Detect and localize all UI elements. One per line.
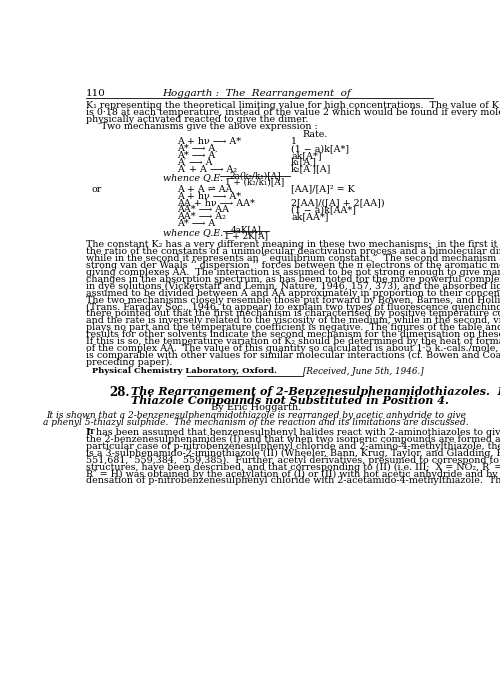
Text: 28.: 28. bbox=[109, 386, 130, 399]
Text: strong van der Waals ‘‘ dispersion ’’ forces between the π electrons of the arom: strong van der Waals ‘‘ dispersion ’’ fo… bbox=[86, 261, 500, 270]
Text: whence Q.E. =: whence Q.E. = bbox=[163, 227, 238, 237]
Text: structures, have been described, and that corresponding to (II) (i.e. III;  X = : structures, have been described, and tha… bbox=[86, 462, 500, 472]
Text: I: I bbox=[86, 428, 90, 437]
Text: A* ⟶ A′: A* ⟶ A′ bbox=[177, 151, 218, 160]
Text: Two mechanisms give the above expression :: Two mechanisms give the above expression… bbox=[86, 122, 318, 131]
Text: 1 + 2K[A]: 1 + 2K[A] bbox=[224, 232, 268, 240]
Text: results for other solvents indicate the second mechanism for the dimerisation on: results for other solvents indicate the … bbox=[86, 330, 500, 340]
Text: changes in the absorption spectrum, as has been noted for the more powerful comp: changes in the absorption spectrum, as h… bbox=[86, 275, 500, 284]
Text: AA* ⟶ AA: AA* ⟶ AA bbox=[177, 206, 229, 215]
Text: (Trans. Faraday Soc., 1946, to appear) to explain two types of fluorescence quen: (Trans. Faraday Soc., 1946, to appear) t… bbox=[86, 302, 500, 312]
Text: preceding paper).: preceding paper). bbox=[86, 358, 172, 367]
Text: is comparable with other values for similar molecular interactions (cf. Bowen an: is comparable with other values for simi… bbox=[86, 351, 500, 360]
Text: there pointed out that the first mechanism is characterised by positive temperat: there pointed out that the first mechani… bbox=[86, 310, 500, 318]
Text: ak[A*]: ak[A*] bbox=[291, 151, 322, 160]
Text: 2[AA]/([A] + 2[AA]): 2[AA]/([A] + 2[AA]) bbox=[291, 198, 385, 208]
Text: Physical Chemistry Laboratory, Oxford.: Physical Chemistry Laboratory, Oxford. bbox=[92, 367, 277, 375]
Text: (1 − a)k[AA*]: (1 − a)k[AA*] bbox=[291, 206, 356, 215]
Text: Rate.: Rate. bbox=[303, 130, 328, 139]
Text: A* ⟶ A: A* ⟶ A bbox=[177, 219, 216, 228]
Text: 1 + (k₂/k₁)[A]: 1 + (k₂/k₁)[A] bbox=[225, 177, 284, 186]
Text: A* ⟶ A: A* ⟶ A bbox=[177, 144, 216, 153]
Text: the ratio of the constants of a unimolecular deactivation process and a bimolecu: the ratio of the constants of a unimolec… bbox=[86, 247, 500, 256]
Text: of the complex AA.  The value of this quantity so calculated is about 1·5 k.-cal: of the complex AA. The value of this qua… bbox=[86, 344, 500, 353]
Text: Hoggarth :  The  Rearrangement  of: Hoggarth : The Rearrangement of bbox=[162, 89, 350, 98]
Text: particular case of p-nitrobenzenesulphenyl chloride and 2-amino-4-methylthiazole: particular case of p-nitrobenzenesulphen… bbox=[86, 442, 500, 451]
Text: 110: 110 bbox=[86, 89, 106, 98]
Text: giving complexes AA.  The interaction is assumed to be not strong enough to give: giving complexes AA. The interaction is … bbox=[86, 268, 500, 277]
Text: If this is so, the temperature variation of K₂ should be determined by the heat : If this is so, the temperature variation… bbox=[86, 337, 500, 346]
Text: whence Q.E. =: whence Q.E. = bbox=[163, 173, 238, 182]
Text: 4aK[A]: 4aK[A] bbox=[230, 225, 262, 234]
Text: K₁ representing the theoretical limiting value for high concentrations.  The val: K₁ representing the theoretical limiting… bbox=[86, 101, 500, 111]
Text: T: T bbox=[89, 428, 94, 436]
Text: is a 3-sulphenamido-2-iminothiazole (II) (Wheeler, Bann, Krug, Taylor, and Gladd: is a 3-sulphenamido-2-iminothiazole (II)… bbox=[86, 449, 500, 458]
Text: AA* ⟶ A₂: AA* ⟶ A₂ bbox=[177, 213, 226, 221]
Text: A + A ⇌ AA: A + A ⇌ AA bbox=[177, 185, 233, 194]
Text: Thiazole Compounds not Substituted in Position 4.: Thiazole Compounds not Substituted in Po… bbox=[130, 395, 448, 406]
Text: 2a(k₂/k₁)[A]: 2a(k₂/k₁)[A] bbox=[229, 171, 280, 180]
Text: plays no part and the temperature coefficient is negative.  The figures of the t: plays no part and the temperature coeffi… bbox=[86, 323, 500, 332]
Text: A′ ⟶ A: A′ ⟶ A bbox=[177, 158, 212, 167]
Text: is 0·18 at each temperature, instead of the value 2 which would be found if ever: is 0·18 at each temperature, instead of … bbox=[86, 109, 500, 117]
Text: ak[AA*]: ak[AA*] bbox=[291, 213, 329, 221]
Text: A + hν ⟶ A*: A + hν ⟶ A* bbox=[177, 191, 242, 200]
Text: AA + hν ⟶ AA*: AA + hν ⟶ AA* bbox=[177, 198, 255, 208]
Text: in dye solutions (Vickerstaff and Lemin, Nature, 1946, 157, 373), and the absorb: in dye solutions (Vickerstaff and Lemin,… bbox=[86, 282, 500, 291]
Text: A′ + A ⟶ A₂: A′ + A ⟶ A₂ bbox=[177, 164, 238, 174]
Text: By Eric Hoggarth.: By Eric Hoggarth. bbox=[211, 403, 302, 412]
Text: A + hν ⟶ A*: A + hν ⟶ A* bbox=[177, 137, 242, 146]
Text: 1: 1 bbox=[291, 137, 297, 146]
Text: The two mechanisms closely resemble those put forward by Bowen, Barnes, and Holl: The two mechanisms closely resemble thos… bbox=[86, 295, 500, 305]
Text: has been assumed that benzenesulphenyl halides react with 2-aminothiazoles to gi: has been assumed that benzenesulphenyl h… bbox=[92, 428, 500, 437]
Text: and the rate is inversely related to the viscosity of the medium, while in the s: and the rate is inversely related to the… bbox=[86, 316, 500, 325]
Text: densation of p-nitrobenzenesulphenyl chloride with 2-acetamido-4-methylthiazole.: densation of p-nitrobenzenesulphenyl chl… bbox=[86, 477, 500, 485]
Text: The constant K₂ has a very different meaning in these two mechanisms;  in the fi: The constant K₂ has a very different mea… bbox=[86, 240, 500, 249]
Text: k₁[A′]: k₁[A′] bbox=[291, 158, 317, 167]
Text: 551,681,  559,384,  559,385).  Further, acetyl derivatives, presumed to correspo: 551,681, 559,384, 559,385). Further, ace… bbox=[86, 456, 500, 465]
Text: [Received, June 5th, 1946.]: [Received, June 5th, 1946.] bbox=[303, 367, 424, 376]
Text: or: or bbox=[92, 185, 102, 194]
Text: while in the second it represents an “ equilibrium constant.”  The second mechan: while in the second it represents an “ e… bbox=[86, 254, 500, 263]
Text: (1 − a)k[A*]: (1 − a)k[A*] bbox=[291, 144, 349, 153]
Text: a phenyl 5-thiazyl sulphide.  The mechanism of the reaction and its limitations : a phenyl 5-thiazyl sulphide. The mechani… bbox=[44, 418, 469, 426]
Text: [AA]/[A]² = K: [AA]/[A]² = K bbox=[291, 185, 355, 194]
Text: It is shown that a 2-benzenesulphenamidothiazole is rearranged by acetic anhydri: It is shown that a 2-benzenesulphenamido… bbox=[46, 411, 466, 420]
Text: the 2-benzenesulphenamides (I) and that when two isomeric compounds are formed a: the 2-benzenesulphenamides (I) and that … bbox=[86, 435, 500, 444]
Text: assumed to be divided between A and AA approximately in proportion to their conc: assumed to be divided between A and AA a… bbox=[86, 289, 500, 297]
Text: The Rearrangement of 2-Benzenesulphenamidothiazoles.  Part I.: The Rearrangement of 2-Benzenesulphenami… bbox=[130, 386, 500, 397]
Text: R″ = H) was obtained by the acetylation of (I) or (II) with hot acetic anhydride: R″ = H) was obtained by the acetylation … bbox=[86, 470, 500, 479]
Text: physically activated reacted to give the dimer.: physically activated reacted to give the… bbox=[86, 115, 308, 124]
Text: k₂[A′][A]: k₂[A′][A] bbox=[291, 164, 332, 174]
